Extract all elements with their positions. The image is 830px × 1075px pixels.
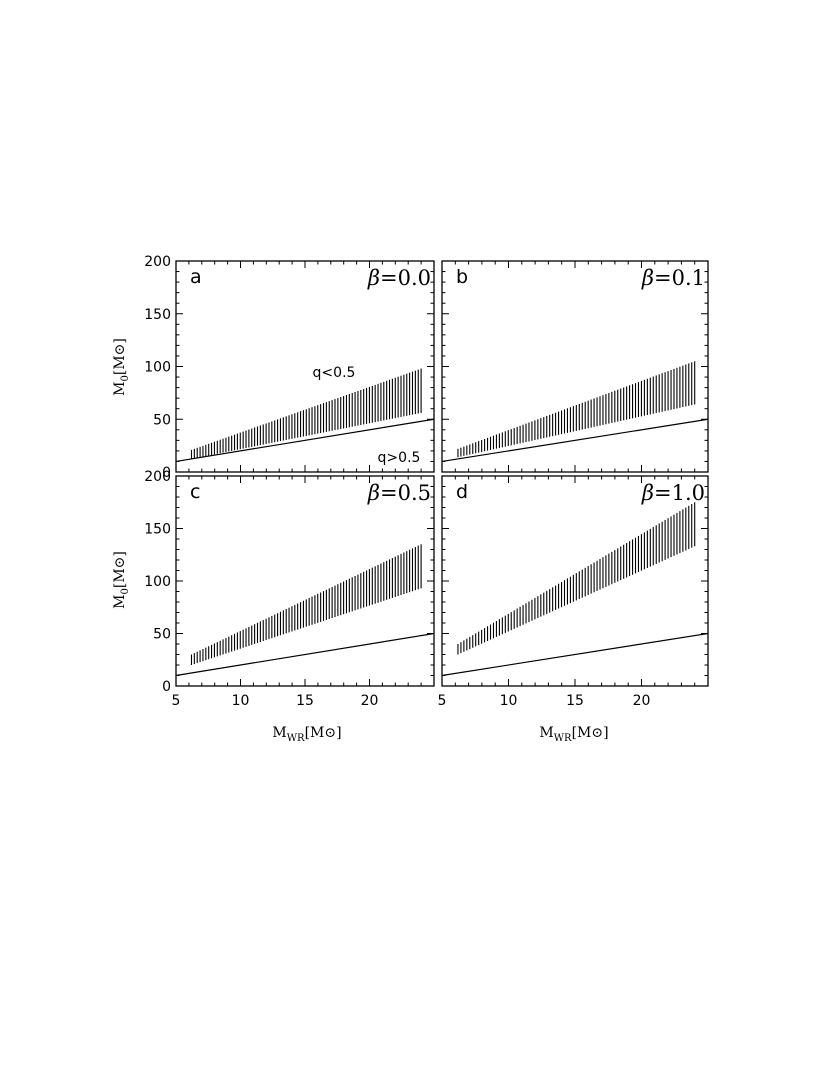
y-tick-label: 100 xyxy=(144,574,171,590)
y-tick-label: 50 xyxy=(153,412,171,428)
y-tick-label: 50 xyxy=(153,627,171,643)
x-tick-label: 10 xyxy=(232,693,250,709)
x-tick-label: 20 xyxy=(633,693,651,709)
panel-letter: c xyxy=(190,481,200,503)
panel-letter: b xyxy=(456,266,468,288)
panel-d: 5 10 15 20 d β=1.0 xyxy=(438,475,709,709)
q-boundary-line xyxy=(175,418,435,463)
panel-a: 0 50 100 150 200 a β=0.0 q<0.5 q>0.5 xyxy=(144,254,435,481)
beta-label: β=0.5 xyxy=(367,481,431,505)
svg-text:M0[M⊙]: M0[M⊙] xyxy=(112,338,131,396)
x-tick-label: 10 xyxy=(500,693,518,709)
x-tick-label: 5 xyxy=(438,693,447,709)
panel-letter: d xyxy=(456,481,468,503)
x-tick-label: 20 xyxy=(361,693,379,709)
y-tick-label: 100 xyxy=(144,360,171,376)
beta-label: β=0.1 xyxy=(641,266,705,290)
y-tick-label: 200 xyxy=(144,469,171,485)
beta-label: β=0.0 xyxy=(367,266,431,290)
beta-label: β=1.0 xyxy=(641,481,705,505)
y-tick-label: 0 xyxy=(162,465,171,481)
x-tick-label: 15 xyxy=(296,693,314,709)
x-tick-label: 5 xyxy=(172,693,181,709)
q-boundary-line xyxy=(441,418,709,463)
y-tick-label: 150 xyxy=(144,307,171,323)
q-boundary-line xyxy=(441,632,709,677)
svg-text:M0[M⊙]: M0[M⊙] xyxy=(112,551,131,609)
y-tick-label: 200 xyxy=(144,254,171,270)
panel-c: 0 50 100 150 200 5 10 15 20 c β=0.5 xyxy=(144,469,435,709)
panel-letter: a xyxy=(190,266,202,288)
q-boundary-line xyxy=(175,632,435,677)
region-annotation: q<0.5 xyxy=(313,365,356,381)
y-tick-label: 150 xyxy=(144,522,171,538)
x-axis-title-right: MWR[M⊙] xyxy=(539,725,608,744)
x-tick-label: 15 xyxy=(566,693,584,709)
panel-b: b β=0.1 xyxy=(441,260,709,473)
y-tick-label: 0 xyxy=(162,679,171,695)
y-axis-title-top: M0[M⊙] xyxy=(112,338,131,396)
region-annotation: q>0.5 xyxy=(378,450,421,466)
y-axis-title-bottom: M0[M⊙] xyxy=(112,551,131,609)
x-axis-title-left: MWR[M⊙] xyxy=(272,725,341,744)
